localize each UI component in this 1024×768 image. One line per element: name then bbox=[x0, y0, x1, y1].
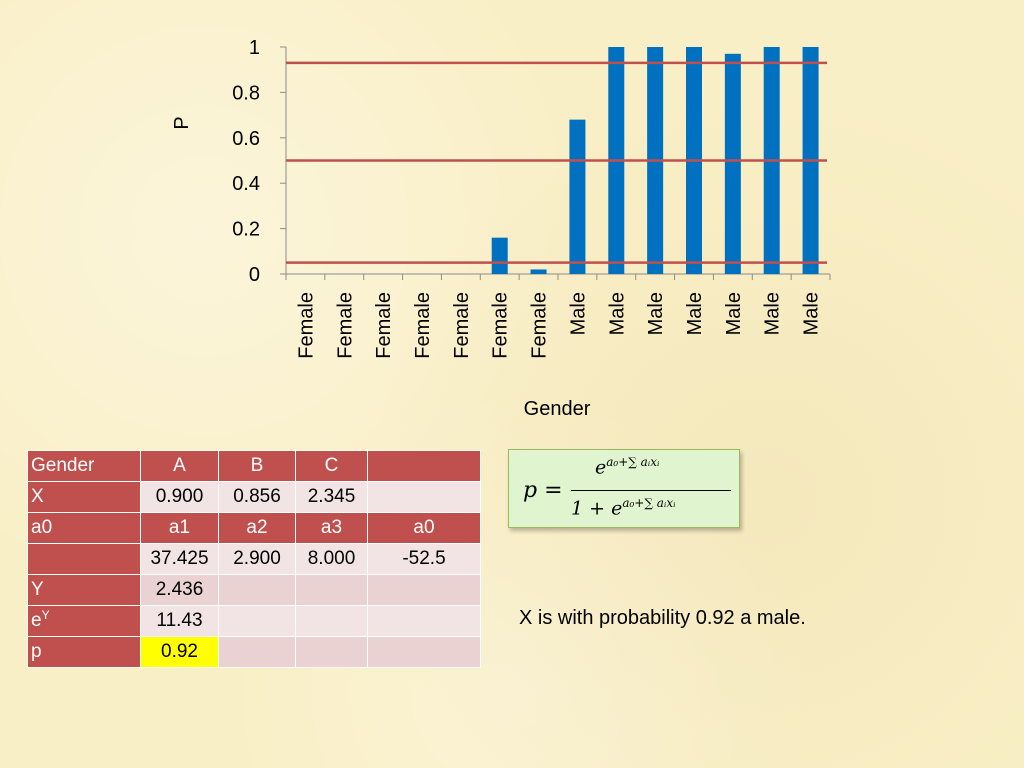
coefficient-value: 37.425 bbox=[140, 543, 219, 575]
table-header-row: Gender A B C bbox=[27, 450, 481, 482]
y-axis-label: P bbox=[171, 116, 193, 129]
y-tick-label: 0 bbox=[249, 264, 260, 286]
bar bbox=[491, 237, 508, 274]
reference-lines bbox=[286, 61, 827, 264]
category-label: Female bbox=[529, 292, 551, 359]
table-cell: 0.856 bbox=[218, 481, 296, 513]
table-cell bbox=[295, 605, 368, 637]
table-cell bbox=[367, 574, 481, 606]
probability-result: 0.92 bbox=[140, 636, 219, 668]
category-label: Male bbox=[762, 292, 784, 335]
table-cell: 0.900 bbox=[140, 481, 219, 513]
y-tick-label: 0.2 bbox=[232, 219, 260, 241]
category-label: Male bbox=[684, 292, 706, 335]
category-label: Male bbox=[645, 292, 667, 335]
category-labels: Female Female Female Female Female Female Fema… bbox=[295, 292, 822, 359]
x-axis bbox=[285, 273, 831, 280]
bar bbox=[569, 119, 586, 274]
row-label: Y bbox=[27, 574, 141, 606]
category-label: Female bbox=[412, 292, 434, 359]
logistic-formula: p = ea₀+∑ aᵢxᵢ 1 + ea₀+∑ aᵢxᵢ bbox=[508, 449, 740, 528]
category-label: Female bbox=[451, 292, 473, 359]
y-tick-label: 0.8 bbox=[232, 82, 260, 104]
row-label: a0 bbox=[27, 512, 141, 544]
category-label: Female bbox=[334, 292, 356, 359]
table-row: Y 2.436 bbox=[27, 574, 481, 606]
row-label: X bbox=[27, 481, 141, 513]
header-cell: Gender bbox=[27, 450, 141, 482]
table-cell bbox=[218, 605, 296, 637]
category-label: Female bbox=[295, 292, 317, 359]
table-cell: 2.345 bbox=[295, 481, 368, 513]
category-label: Female bbox=[490, 292, 512, 359]
numerator-exponent: a₀+∑ aᵢxᵢ bbox=[606, 455, 660, 469]
header-cell: A bbox=[140, 450, 219, 482]
denominator-prefix: 1 + e bbox=[571, 497, 623, 520]
bar bbox=[724, 53, 741, 275]
denominator-exponent: a₀+∑ aᵢxᵢ bbox=[622, 496, 676, 510]
category-label: Male bbox=[723, 292, 745, 335]
table-cell bbox=[367, 636, 481, 668]
y-tick-label: 0.6 bbox=[232, 128, 260, 150]
x-axis-label: Gender bbox=[524, 398, 591, 420]
row-label: eY bbox=[27, 605, 141, 637]
category-label: Male bbox=[567, 292, 589, 335]
table-row: eY 11.43 bbox=[27, 605, 481, 637]
table-row: a0 a1 a2 a3 a0 bbox=[27, 512, 481, 544]
coefficient-value: 8.000 bbox=[295, 543, 368, 575]
conclusion-text: X is with probability 0.92 a male. bbox=[519, 607, 806, 629]
probability-bar-chart: 00.20.40.60.81 Female Female Female Female F… bbox=[171, 37, 831, 420]
numerator-base: e bbox=[595, 456, 607, 479]
table-row: X 0.900 0.856 2.345 bbox=[27, 481, 481, 513]
row-label: p bbox=[27, 636, 141, 668]
coefficient-value: 2.900 bbox=[218, 543, 296, 575]
coefficient-label: a2 bbox=[218, 512, 296, 544]
y-tick-label: 1 bbox=[249, 37, 260, 59]
table-cell bbox=[367, 481, 481, 513]
table-cell: 2.436 bbox=[140, 574, 219, 606]
table-row: 37.425 2.900 8.000 -52.5 bbox=[27, 543, 481, 575]
table-cell bbox=[367, 605, 481, 637]
y-tick-label: 0.4 bbox=[232, 173, 260, 195]
category-label: Female bbox=[373, 292, 395, 359]
ey-superscript: Y bbox=[41, 608, 50, 622]
table-row: p 0.92 bbox=[27, 636, 481, 668]
category-label: Male bbox=[606, 292, 628, 335]
header-cell bbox=[367, 450, 481, 482]
table-cell bbox=[295, 636, 368, 668]
bar bbox=[530, 269, 547, 274]
coefficient-label: a1 bbox=[140, 512, 219, 544]
formula-lhs: p = bbox=[523, 478, 563, 503]
table-cell bbox=[218, 574, 296, 606]
formula-numerator: ea₀+∑ aᵢxᵢ bbox=[595, 455, 659, 478]
table-cell bbox=[218, 636, 296, 668]
y-axis: 0 0.2 0.4 0.6 0.8 1 bbox=[232, 37, 287, 286]
category-label: Male bbox=[801, 292, 823, 335]
calculation-table: Gender A B C X 0.900 0.856 2.345 a0 a1 a… bbox=[27, 450, 481, 668]
row-label bbox=[27, 543, 141, 575]
header-cell: C bbox=[295, 450, 368, 482]
coefficient-label: a0 bbox=[367, 512, 481, 544]
table-cell bbox=[295, 574, 368, 606]
coefficient-value: -52.5 bbox=[367, 543, 481, 575]
coefficient-label: a3 bbox=[295, 512, 368, 544]
ey-base: e bbox=[31, 610, 42, 631]
header-cell: B bbox=[218, 450, 296, 482]
formula-denominator: 1 + ea₀+∑ aᵢxᵢ bbox=[571, 496, 676, 519]
table-cell: 11.43 bbox=[140, 605, 219, 637]
fraction-bar bbox=[571, 490, 731, 491]
